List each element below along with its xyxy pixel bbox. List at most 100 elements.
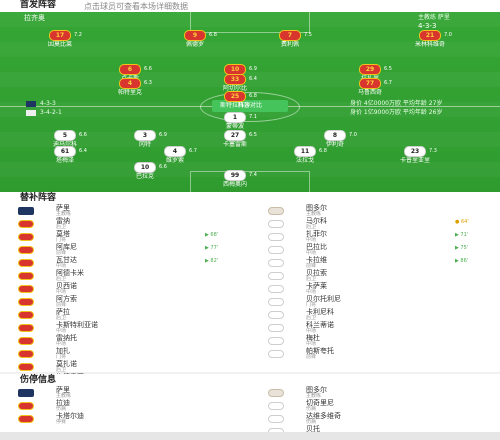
player-name: 图多尔: [306, 204, 327, 212]
list-item[interactable]: 阿库尼 前锋 ▶ 77': [0, 243, 250, 256]
player-name: 冈特: [138, 141, 151, 148]
away-player[interactable]: 5 迪马尔科 6.6: [30, 130, 100, 150]
list-item[interactable]: 贝西诺 中场: [0, 282, 250, 295]
coach-row: 图多尔 主教练: [250, 386, 500, 399]
list-item[interactable]: 扎菲尔 中场 ▶ 71': [250, 230, 500, 243]
away-player[interactable]: 4 维罗索 6.7: [140, 146, 210, 166]
player-name: 贝尔托利尼: [306, 295, 341, 303]
list-item[interactable]: 瓦甘达 中场 ▶ 82': [0, 256, 250, 269]
player-name: 梅杜: [306, 334, 320, 342]
player-position: 停赛: [56, 419, 67, 425]
list-item[interactable]: 达维多维奇 伤病: [250, 412, 500, 425]
lineup-header: 首发阵容 点击球员可查看本场详细数据: [0, 0, 500, 12]
player-name: 费利佩: [280, 41, 299, 48]
list-item[interactable]: 帕斯夸托 前锋: [250, 347, 500, 360]
list-item[interactable]: 阿德卡米 后卫: [0, 269, 250, 282]
injury-title: 伤停信息: [20, 375, 57, 385]
player-name: 因莫比莱: [47, 41, 72, 48]
jersey-icon: [18, 415, 34, 423]
player-name: 萨里: [56, 204, 70, 212]
list-item[interactable]: 贝拉索 后卫: [250, 269, 500, 282]
away-player[interactable]: 23 卡普里亚里 7.3: [380, 146, 450, 166]
player-position: 中场: [56, 328, 67, 334]
home-player[interactable]: 77 马鲁西奇 6.7: [335, 78, 405, 98]
away-flag-icon: [26, 109, 36, 116]
list-item[interactable]: 卡拉维 前锋 ▶ 86': [250, 256, 500, 269]
player-position: 前锋: [306, 263, 317, 269]
home-player[interactable]: 21 米林科维奇 7.0: [395, 30, 465, 50]
home-player[interactable]: 7 费利佩 7.5: [255, 30, 325, 50]
home-subs-list: 萨里 主教练 雷纳 后卫 莫塔 门将 ▶ 68' 阿库尼 前锋 ▶ 77' 瓦甘达 中场 ▶ 82' 阿德…: [0, 204, 250, 399]
player-name: 卡普里亚里: [399, 157, 430, 164]
list-item[interactable]: 卡萨莱 中场: [250, 282, 500, 295]
away-player[interactable]: 99 西梅奥内 7.4: [200, 170, 270, 190]
home-injury-list: 萨里 主教练 拉迪 伤病 卡塔尔迪 停赛: [0, 386, 250, 425]
home-formation: 4-3-3: [418, 22, 437, 30]
away-player[interactable]: 10 巴拉克 6.6: [110, 162, 180, 182]
list-item[interactable]: 切奇里尼 伤病: [250, 399, 500, 412]
jersey-icon: 25: [224, 91, 246, 102]
away-player[interactable]: 61 塔梅泽 6.4: [30, 146, 100, 166]
away-formation-row: 3-4-2-1: [26, 109, 62, 117]
list-item[interactable]: 马尔科 后卫 ● 64': [250, 217, 500, 230]
sub-event: ▶ 86': [455, 258, 469, 264]
player-rating: 7.2: [74, 32, 82, 38]
player-rating: 6.7: [189, 148, 197, 154]
jersey-icon: [268, 337, 284, 345]
jersey-icon: [18, 259, 34, 267]
list-item[interactable]: 雷纳 后卫: [0, 217, 250, 230]
away-player[interactable]: 11 法拉戈 6.8: [270, 146, 340, 166]
jersey-icon: 9: [184, 30, 206, 41]
jersey-icon: [18, 402, 34, 410]
list-item[interactable]: 莫塔 门将 ▶ 68': [0, 230, 250, 243]
home-formation-row: 4-3-3: [26, 100, 56, 108]
compare-badge[interactable]: 阵容对比: [212, 100, 288, 112]
player-position: 中场: [306, 328, 317, 334]
team-logo-icon: [268, 389, 284, 397]
pitch: 拉齐奥 主教练 萨里 4-3-3 4-3-3 3-4-2-1 身价 4亿0000…: [0, 12, 500, 192]
player-name: 卡斯特利亚诺: [56, 321, 98, 329]
jersey-icon: 33: [224, 74, 246, 85]
player-position: 后卫: [306, 224, 317, 230]
list-item[interactable]: 卡塔尔迪 停赛: [0, 412, 250, 425]
away-player[interactable]: 8 伊利奇 7.0: [300, 130, 370, 150]
list-item[interactable]: 萨拉 后卫: [0, 308, 250, 321]
jersey-icon: 17: [49, 30, 71, 41]
player-name: 切奇里尼: [306, 399, 334, 407]
away-player[interactable]: 3 冈特 6.9: [110, 130, 180, 150]
player-name: 佩德罗: [185, 41, 204, 48]
player-position: 后卫: [56, 224, 67, 230]
list-item[interactable]: 科兰蒂诺 中场: [250, 321, 500, 334]
player-position: 主教练: [56, 211, 72, 217]
jersey-icon: [268, 350, 284, 358]
away-player[interactable]: 1 蒙蒂波 7.1: [200, 112, 270, 132]
player-rating: 7.0: [349, 132, 357, 138]
list-item[interactable]: 雷纳托 中场: [0, 334, 250, 347]
home-player[interactable]: 9 佩德罗 6.8: [160, 30, 230, 50]
player-name: 阿方索: [56, 295, 77, 303]
player-name: 卡塞雷斯: [222, 141, 247, 148]
player-position: 中场: [56, 263, 67, 269]
jersey-icon: 1: [224, 112, 246, 123]
list-item[interactable]: 巴拉比 中场 ▶ 75': [250, 243, 500, 256]
player-rating: 7.1: [249, 114, 257, 120]
player-name: 迪马尔科: [52, 141, 77, 148]
list-item[interactable]: 阿方索 前锋: [0, 295, 250, 308]
player-position: 后卫: [56, 367, 67, 373]
jersey-icon: [18, 285, 34, 293]
list-item[interactable]: 梅杜 中场: [250, 334, 500, 347]
list-item[interactable]: 莫扎诺 后卫: [0, 360, 250, 373]
list-item[interactable]: 卡利尼科 后卫: [250, 308, 500, 321]
jersey-icon: [18, 363, 34, 371]
list-item[interactable]: 卡斯特利亚诺 中场: [0, 321, 250, 334]
player-name: 萨拉: [56, 308, 70, 316]
list-item[interactable]: 拉迪 伤病: [0, 399, 250, 412]
home-player[interactable]: 25 斯特拉科沙 6.8: [200, 91, 270, 111]
list-item[interactable]: 加扎 门将: [0, 347, 250, 360]
away-player[interactable]: 27 卡塞雷斯 6.5: [200, 130, 270, 150]
player-name: 斯特拉科沙: [219, 102, 250, 109]
home-player[interactable]: 33 阿切尔比 6.4: [200, 74, 270, 94]
home-player[interactable]: 4 帕特里克 6.3: [95, 78, 165, 98]
home-player[interactable]: 17 因莫比莱 7.2: [25, 30, 95, 50]
list-item[interactable]: 贝尔托利尼 门将: [250, 295, 500, 308]
